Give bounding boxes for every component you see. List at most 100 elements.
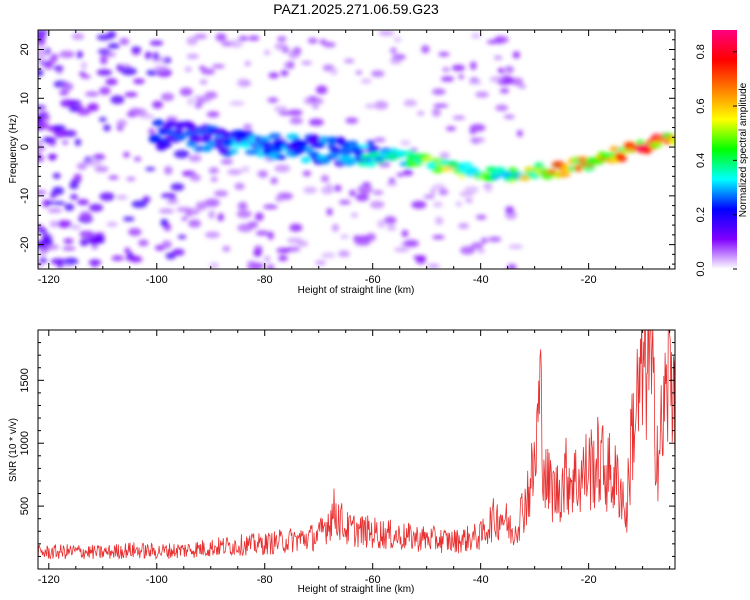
heatmap-cell: [124, 247, 131, 255]
heatmap-cell: [338, 147, 353, 156]
heatmap-cell: [183, 120, 193, 128]
heatmap-cell: [253, 249, 262, 257]
heatmap-cell: [149, 40, 164, 46]
heatmap-cell: [508, 244, 524, 250]
heatmap-cell: [326, 182, 333, 192]
heatmap-cell: [493, 55, 503, 60]
heatmap-cell: [303, 186, 317, 194]
heatmap-cell: [108, 175, 119, 180]
heatmap-cell: [60, 99, 76, 108]
heatmap-cell: [38, 34, 47, 41]
heatmap-cell: [174, 128, 184, 136]
heatmap-cell: [52, 124, 66, 131]
heatmap-cell: [469, 137, 486, 143]
heatmap-cell: [503, 114, 515, 120]
heatmap-cell: [263, 255, 271, 263]
heatmap-cell: [38, 142, 43, 147]
heatmap-cell: [373, 137, 386, 143]
y-tick-label: 1500: [19, 368, 31, 392]
heatmap-cell: [128, 227, 142, 237]
heatmap-cell: [165, 199, 180, 205]
heatmap-cell: [123, 151, 130, 158]
heatmap-cell: [213, 136, 225, 144]
heatmap-cell: [209, 262, 219, 269]
heatmap-cell: [455, 201, 462, 207]
x-tick-label: -100: [146, 574, 168, 586]
heatmap-cell: [433, 183, 446, 190]
heatmap-cell: [471, 32, 482, 39]
heatmap-cell: [160, 218, 169, 227]
heatmap-cell: [63, 257, 79, 266]
heatmap-cell: [47, 208, 63, 213]
spectrogram-y-ticks: -20 -10 0 10 20: [19, 29, 675, 265]
heatmap-cell: [349, 189, 356, 197]
heatmap-cell: [131, 46, 142, 53]
heatmap-cell: [507, 263, 517, 269]
colorbar-ticks: 0.0 0.2 0.4 0.6 0.8: [695, 44, 737, 277]
heatmap-cell: [366, 140, 375, 147]
colorbar-tick-label: 0.8: [695, 44, 707, 59]
heatmap-cell: [296, 240, 309, 248]
heatmap-cell: [321, 252, 336, 259]
heatmap-cell: [229, 101, 245, 106]
heatmap-cell: [258, 136, 272, 142]
heatmap-cell: [254, 212, 264, 222]
heatmap-cell: [427, 263, 440, 269]
heatmap-cell: [432, 235, 445, 240]
heatmap-cell: [42, 237, 54, 246]
heatmap-cell: [435, 216, 444, 226]
heatmap-cell: [140, 113, 155, 119]
heatmap-cell: [222, 245, 231, 252]
heatmap-cell: [307, 37, 318, 44]
heatmap-cell: [276, 247, 291, 254]
heatmap-cell: [403, 169, 413, 176]
heatmap-cell: [236, 131, 248, 139]
heatmap-cell: [134, 156, 142, 162]
heatmap-cell: [308, 95, 319, 103]
heatmap-cell: [144, 51, 153, 60]
heatmap-cell: [465, 198, 473, 203]
spectrogram-heatmap: [38, 30, 675, 269]
heatmap-cell: [152, 52, 160, 61]
heatmap-cell: [273, 106, 288, 112]
heatmap-cell: [181, 216, 188, 221]
heatmap-cell: [431, 167, 444, 174]
heatmap-cell: [288, 49, 300, 59]
x-tick-label: -20: [581, 574, 597, 586]
heatmap-cell: [63, 238, 74, 244]
heatmap-cell: [210, 177, 218, 182]
heatmap-cell: [77, 108, 91, 116]
heatmap-cell: [195, 201, 208, 211]
snr-series-line: [38, 330, 675, 560]
heatmap-cell: [88, 203, 104, 212]
heatmap-cell: [97, 48, 111, 55]
heatmap-cell: [89, 238, 100, 246]
heatmap-cell: [188, 219, 201, 228]
heatmap-cell: [124, 92, 138, 98]
heatmap-cell: [333, 184, 342, 192]
heatmap-cell: [234, 182, 245, 190]
heatmap-cell: [164, 166, 173, 175]
heatmap-cell: [74, 138, 82, 147]
heatmap-cell: [186, 36, 198, 46]
heatmap-cell: [438, 188, 449, 196]
x-tick-label: -100: [146, 274, 168, 286]
heatmap-cell: [378, 30, 395, 36]
heatmap-cell: [193, 136, 203, 144]
heatmap-cell: [452, 115, 466, 120]
heatmap-cell: [137, 239, 149, 247]
heatmap-cell: [445, 126, 457, 132]
heatmap-cell: [80, 61, 88, 70]
heatmap-cell: [84, 91, 100, 97]
heatmap-cell: [277, 36, 287, 42]
heatmap-cell: [475, 214, 487, 220]
heatmap-cell: [38, 61, 53, 66]
heatmap-cell: [170, 183, 185, 191]
heatmap-cell: [69, 181, 79, 190]
heatmap-cell: [516, 129, 523, 138]
heatmap-cell: [201, 68, 216, 75]
heatmap-cell: [53, 65, 64, 72]
heatmap-cell: [480, 237, 489, 244]
heatmap-cell: [275, 196, 284, 203]
